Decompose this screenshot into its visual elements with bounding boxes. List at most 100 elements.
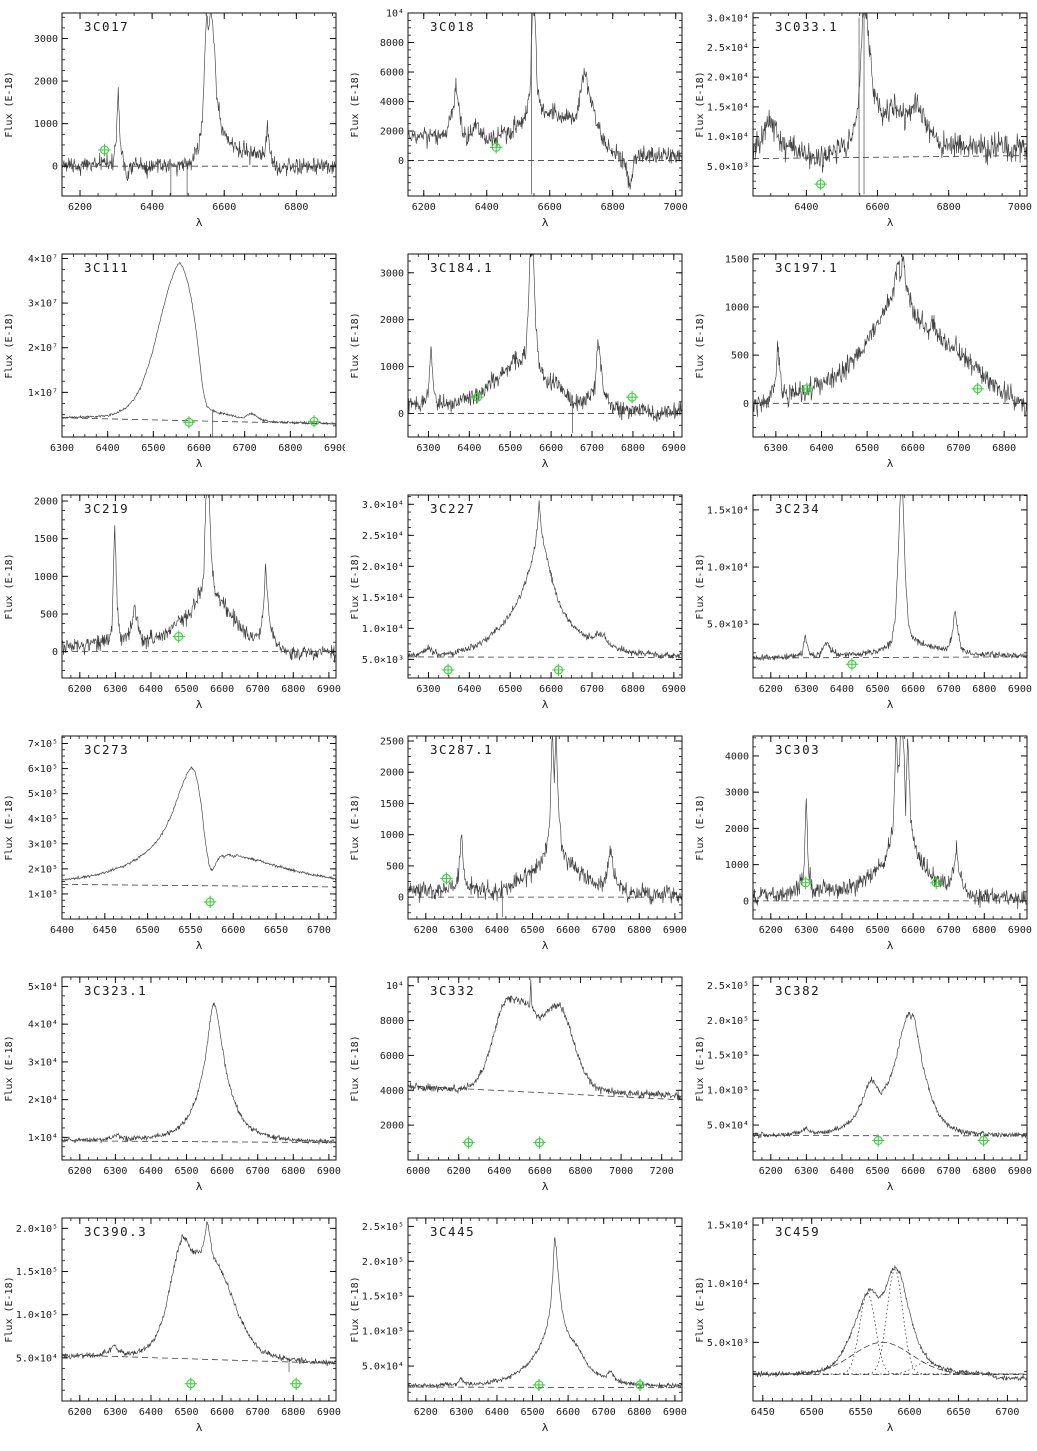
x-tick-label: 6500: [141, 443, 165, 454]
x-axis-label: λ: [887, 939, 894, 952]
telluric-marker-icon: [977, 1134, 991, 1147]
spectrum-trace: [407, 252, 682, 423]
x-tick-label: 6600: [556, 925, 580, 936]
x-tick-label: 6200: [759, 684, 783, 695]
axis-box: [407, 494, 683, 679]
y-tick-label: 3000: [725, 788, 749, 799]
y-tick-label: 8000: [380, 1016, 404, 1027]
y-tick-label: 6×10⁵: [28, 764, 58, 775]
panel-title: 3C287.1: [430, 742, 493, 757]
axis-box: [61, 494, 337, 679]
y-tick-label: 2000: [34, 497, 58, 508]
telluric-marker-icon: [801, 382, 814, 396]
panel-title: 3C017: [84, 19, 129, 34]
x-tick-label: 6900: [1008, 925, 1032, 936]
x-tick-label: 6800: [284, 202, 308, 213]
x-tick-label: 6200: [68, 684, 92, 695]
fit-component-dotted: [753, 1361, 1028, 1375]
x-axis-label: λ: [196, 939, 203, 952]
x-tick-label: 6600: [901, 684, 925, 695]
telluric-marker-icon: [633, 1378, 646, 1392]
panel-title: 3C018: [430, 19, 475, 34]
y-tick-label: 2000: [380, 768, 404, 779]
y-tick-label: 1.5×10⁴: [707, 1221, 749, 1232]
x-tick-label: 6200: [759, 1166, 783, 1177]
x-tick-label: 6200: [759, 925, 783, 936]
y-axis-label: Flux (E-18): [4, 553, 15, 619]
x-tick-label: 6500: [174, 684, 198, 695]
spectrum-trace: [61, 1221, 337, 1367]
y-tick-label: 1.0×10⁵: [16, 1310, 58, 1321]
panel-title: 3C111: [84, 260, 129, 275]
y-tick-label: 3×10⁴: [28, 1057, 58, 1068]
x-tick-label: 6400: [50, 925, 74, 936]
y-tick-label: 1.0×10⁵: [362, 1327, 404, 1338]
x-tick-label: 6400: [830, 1166, 854, 1177]
y-tick-label: 10⁴: [386, 981, 404, 992]
x-axis-label: λ: [541, 698, 548, 711]
x-tick-label: 7200: [649, 1166, 673, 1177]
axis-box: [752, 735, 1028, 920]
x-tick-label: 6000: [406, 1166, 430, 1177]
y-axis-label: Flux (E-18): [695, 794, 706, 860]
spectrum-panel-3C382: 6200 6300 6400 6500 6600 6700 6800 6900 5.0×10⁴ 1…: [695, 976, 1032, 1193]
spectrum-trace: [753, 255, 1028, 418]
x-axis-label: λ: [541, 939, 548, 952]
x-axis-label: λ: [196, 1421, 203, 1434]
y-axis-label: Flux (E-18): [350, 794, 361, 860]
x-tick-label: 6500: [866, 684, 890, 695]
x-tick-label: 6700: [591, 1407, 615, 1418]
continuum-line: [61, 1354, 337, 1364]
y-tick-label: 1×10⁴: [28, 1133, 58, 1144]
x-tick-label: 6200: [68, 202, 92, 213]
x-tick-label: 6500: [520, 925, 544, 936]
telluric-marker-icon: [184, 1377, 198, 1390]
x-tick-label: 6600: [539, 443, 563, 454]
x-tick-label: 6600: [221, 925, 245, 936]
x-tick-label: 6400: [485, 1407, 509, 1418]
x-tick-label: 6800: [600, 202, 624, 213]
x-axis-label: λ: [887, 457, 894, 470]
x-tick-label: 6900: [324, 443, 345, 454]
x-tick-label: 6600: [539, 684, 563, 695]
x-tick-label: 6400: [810, 443, 834, 454]
x-tick-label: 6300: [764, 443, 788, 454]
y-tick-label: 1.0×10⁴: [362, 624, 404, 635]
axis-box: [61, 1217, 337, 1402]
y-tick-label: 2.5×10⁴: [707, 43, 749, 54]
x-tick-label: 6550: [178, 925, 202, 936]
telluric-marker-icon: [625, 390, 638, 404]
spectrum-panel-3C390.3: 6200 6300 6400 6500 6600 6700 6800 6900 5.0×10⁴ 1…: [4, 1217, 341, 1434]
x-tick-label: 6700: [246, 684, 270, 695]
y-tick-label: 0: [398, 156, 404, 167]
y-tick-label: 5×10⁴: [28, 982, 58, 993]
y-tick-label: 3.0×10⁴: [362, 500, 404, 511]
x-tick-label: 6700: [996, 1407, 1020, 1418]
x-tick-label: 6900: [317, 1166, 341, 1177]
x-tick-label: 6400: [795, 202, 819, 213]
x-tick-label: 6700: [591, 925, 615, 936]
axis-box: [407, 253, 683, 438]
y-axis-label: Flux (E-18): [4, 1035, 15, 1101]
x-tick-label: 6300: [103, 1407, 127, 1418]
x-tick-label: 6900: [1008, 684, 1032, 695]
spectrum-trace: [753, 12, 1028, 173]
telluric-marker-icon: [307, 415, 321, 428]
x-tick-label: 6300: [795, 1166, 819, 1177]
telluric-marker-icon: [799, 876, 813, 889]
x-tick-label: 6300: [416, 684, 440, 695]
spectrum-trace: [61, 12, 337, 182]
x-tick-label: 6400: [140, 202, 164, 213]
spectrum-trace: [407, 735, 682, 905]
panel-title: 3C445: [430, 1224, 475, 1239]
x-tick-label: 6550: [849, 1407, 873, 1418]
spectrum-trace: [61, 494, 337, 663]
y-tick-label: 1.0×10⁴: [707, 1279, 749, 1290]
x-axis-label: λ: [541, 457, 548, 470]
y-tick-label: 2000: [380, 127, 404, 138]
y-axis-label: Flux (E-18): [350, 553, 361, 619]
x-tick-label: 6400: [830, 684, 854, 695]
x-tick-label: 6200: [411, 202, 435, 213]
x-tick-label: 6800: [973, 925, 997, 936]
y-tick-label: 3000: [34, 34, 58, 45]
